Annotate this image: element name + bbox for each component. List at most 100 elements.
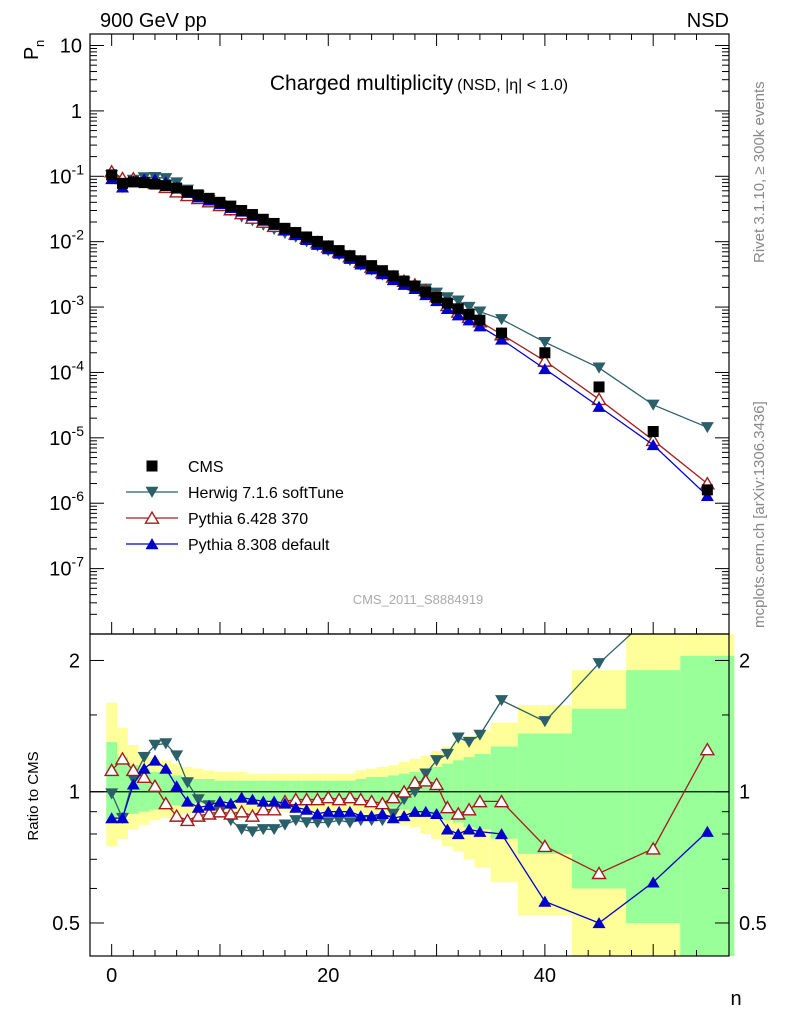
ratio-point-pythia-6-428-370 — [158, 796, 174, 810]
ratio-point-pythia-8-308-default — [592, 917, 606, 929]
side-label-bottom: mcplots.cern.ch [arXiv:1306.3436] — [751, 401, 768, 628]
main-point-cms — [593, 381, 605, 393]
header-left-label: 900 GeV pp — [100, 10, 207, 32]
ratio-point-pythia-8-308-default — [213, 795, 227, 807]
main-point-herwig-7-1-6-softtune — [451, 295, 465, 307]
ratio-frame — [89, 633, 730, 957]
main-point-pythia-8-308-default — [473, 320, 487, 332]
main-point-cms — [149, 178, 161, 190]
main-point-cms — [116, 177, 128, 189]
ratio-point-herwig-7-1-6-softtune — [343, 817, 357, 829]
ratio-point-pythia-6-428-370 — [212, 804, 228, 818]
ratio-point-pythia-6-428-370 — [591, 866, 607, 880]
ratio-point-pythia-8-308-default — [451, 828, 465, 840]
ratio-y-tick-label-right: 2 — [739, 650, 750, 672]
ratio-point-pythia-8-308-default — [375, 807, 389, 819]
main-point-cms — [225, 200, 237, 212]
main-point-cms — [355, 255, 367, 267]
main-point-cms — [647, 426, 659, 438]
ratio-point-pythia-8-308-default — [473, 825, 487, 837]
ratio-point-herwig-7-1-6-softtune — [245, 826, 259, 838]
ratio-band-inner — [160, 773, 172, 808]
ratio-point-pythia-6-428-370 — [699, 742, 716, 756]
main-point-cms — [160, 180, 172, 192]
main-point-cms — [496, 327, 508, 339]
ratio-point-pythia-6-428-370 — [385, 790, 401, 804]
main-y-axis-label: P n — [21, 40, 47, 60]
main-point-cms — [463, 308, 475, 320]
main-line-pythia-6-428-370 — [111, 171, 708, 485]
main-point-cms — [344, 250, 356, 262]
ratio-point-pythia-8-308-default — [170, 780, 184, 792]
ratio-point-pythia-6-428-370 — [103, 763, 120, 777]
ratio-point-pythia-6-428-370 — [255, 802, 272, 816]
ratio-y-axis-label: Ratio to CMS — [25, 751, 42, 840]
main-point-herwig-7-1-6-softtune — [700, 422, 714, 434]
ratio-point-pythia-6-428-370 — [147, 778, 163, 793]
main-point-cms — [420, 286, 432, 298]
ratio-point-pythia-8-308-default — [148, 754, 162, 766]
legend-label-cms: CMS — [188, 459, 224, 476]
y-tick-label: 10-6 — [49, 488, 84, 515]
ratio-point-pythia-8-308-default — [278, 797, 292, 809]
main-point-herwig-7-1-6-softtune — [462, 301, 476, 313]
main-point-cms — [387, 270, 399, 282]
main-point-cms — [441, 297, 453, 309]
ratio-point-pythia-8-308-default — [332, 805, 346, 817]
main-point-pythia-8-308-default — [451, 309, 465, 321]
ratio-band-inner — [138, 768, 150, 812]
ratio-point-pythia-6-428-370 — [233, 804, 250, 818]
main-point-herwig-7-1-6-softtune — [592, 362, 606, 374]
ratio-point-pythia-8-308-default — [224, 797, 238, 809]
ratio-point-pythia-8-308-default — [430, 807, 444, 819]
main-point-cms — [106, 169, 118, 181]
ratio-point-pythia-6-428-370 — [179, 813, 196, 827]
ratio-band-inner — [106, 742, 118, 821]
legend-marker-pythia-8-308-default — [145, 538, 159, 550]
ratio-point-herwig-7-1-6-softtune — [180, 777, 194, 789]
ratio-point-pythia-8-308-default — [300, 803, 314, 815]
main-point-cms — [246, 209, 258, 221]
ratio-band-inner — [301, 780, 313, 802]
ratio-point-herwig-7-1-6-softtune — [159, 738, 173, 750]
ratio-point-pythia-6-428-370 — [537, 838, 553, 853]
ratio-band-inner — [571, 708, 627, 889]
main-point-cms — [322, 240, 334, 252]
axes: 0 20 40 10-7 10-6 10-5 10-4 10-3 10-2 10-1 1 10 0.5 0… — [49, 33, 767, 987]
ratio-band-inner — [279, 780, 291, 802]
ratio-point-pythia-6-428-370 — [168, 808, 185, 822]
main-point-cms — [409, 280, 421, 292]
main-point-pythia-8-308-default — [592, 400, 606, 412]
main-line-pythia-8-308-default — [111, 178, 708, 497]
main-point-cms — [398, 275, 410, 287]
main-point-cms — [333, 245, 345, 257]
ratio-point-pythia-8-308-default — [115, 812, 129, 824]
ratio-y-tick-label: 2 — [69, 650, 80, 672]
ratio-point-pythia-8-308-default — [365, 810, 379, 822]
ratio-point-pythia-8-308-default — [289, 801, 303, 813]
ratio-band-inner — [236, 780, 248, 802]
main-point-herwig-7-1-6-softtune — [495, 314, 509, 326]
ratio-point-pythia-6-428-370 — [450, 806, 466, 820]
ratio-band-inner — [268, 780, 280, 802]
ratio-point-pythia-6-428-370 — [125, 763, 142, 777]
legend-label-pythia-6-428-370: Pythia 6.428 370 — [188, 511, 308, 528]
main-point-herwig-7-1-6-softtune — [473, 306, 487, 318]
ratio-point-pythia-8-308-default — [202, 799, 216, 811]
ratio-series — [103, 634, 716, 929]
ratio-point-pythia-6-428-370 — [342, 790, 358, 804]
main-point-cms — [203, 192, 215, 204]
y-tick-label: 10-3 — [49, 292, 84, 319]
x-tick-label: 0 — [106, 965, 117, 987]
ratio-point-pythia-8-308-default — [646, 876, 660, 888]
ratio-point-pythia-8-308-default — [245, 793, 259, 805]
ratio-point-herwig-7-1-6-softtune — [170, 750, 184, 762]
legend: CMS Herwig 7.1.6 softTune Pythia 6.428 370… — [126, 459, 344, 554]
x-tick-label: 40 — [534, 965, 556, 987]
main-point-cms — [138, 177, 150, 189]
y-tick-label: 10-4 — [49, 357, 84, 384]
y-tick-label: 10-1 — [49, 161, 84, 188]
ratio-point-herwig-7-1-6-softtune — [300, 817, 314, 829]
side-label-top: Rivet 3.1.10, ≥ 300k events — [751, 81, 768, 263]
legend-marker-herwig-7-1-6-softtune — [145, 486, 159, 498]
